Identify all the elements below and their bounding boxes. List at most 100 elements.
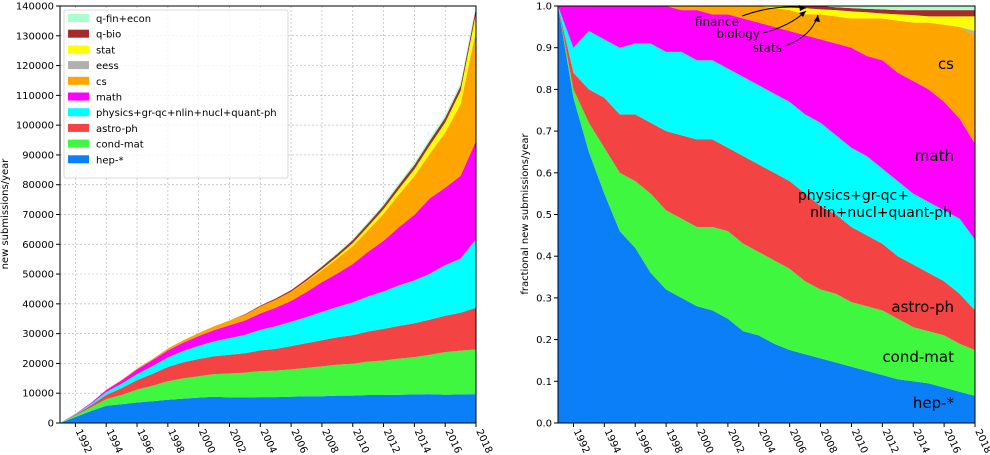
right-x-ticks: 1992 1994 1996 1998 2000 2002 2004 2006 2008 2010…	[571, 423, 990, 455]
legend-swatch-math	[68, 92, 89, 101]
l-area-astro	[60, 307, 476, 423]
r-ytick-label: 0.9	[536, 43, 552, 54]
legend-swatch-cs	[68, 76, 89, 85]
r-xtick-label: 2018	[972, 428, 990, 455]
label-hep: hep-*	[913, 394, 955, 412]
right-stacked-areas	[558, 6, 975, 423]
left-x-ticks: 1992 1994 1996 1998 2000 2002 2004 2006 2008 2010…	[73, 423, 494, 455]
l-area-physics	[60, 239, 476, 423]
r-area-cs	[558, 6, 975, 144]
label-astro-ph: astro-ph	[891, 298, 954, 316]
left-y-ticks: 0 10000 20000 30000 40000 50000 60000 70000 8000…	[16, 2, 60, 430]
r-ytick-label: 0.2	[536, 335, 552, 346]
r-xtick-label: 2000	[694, 428, 715, 455]
r-xtick-label: 1996	[633, 428, 654, 455]
r-xtick-label: 2012	[880, 428, 901, 455]
l-ytick-label: 80000	[22, 180, 54, 191]
legend-label-hep: hep-*	[96, 155, 123, 166]
legend-swatch-physics	[68, 108, 89, 117]
left-legend-box	[63, 9, 289, 179]
right-y-axis-label: fractional new submissions/year	[520, 132, 531, 294]
l-xtick-label: 1992	[73, 428, 94, 455]
l-ytick-label: 0	[48, 419, 54, 430]
l-xtick-label: 2002	[227, 428, 248, 455]
r-area-stat	[558, 6, 975, 32]
r-xtick-label: 1998	[663, 428, 684, 455]
l-ytick-label: 40000	[22, 299, 54, 310]
legend-label-math: math	[96, 93, 122, 104]
legend-swatch-stat	[68, 45, 89, 54]
right-area-labels: cs math physics+gr-qc+ nlin+nucl+quant-p…	[798, 55, 955, 412]
r-ytick-label: 0.8	[536, 85, 552, 96]
legend-swatch-hep	[68, 155, 89, 164]
r-xtick-label: 1994	[602, 428, 623, 455]
l-ytick-label: 10000	[22, 389, 54, 400]
l-ytick-label: 50000	[22, 270, 54, 281]
arrowhead-finance	[799, 5, 806, 11]
label-physics-line2: nlin+nucl+quant-ph	[810, 205, 952, 221]
arrowhead-stats	[814, 15, 820, 22]
label-cond-mat: cond-mat	[882, 348, 954, 366]
r-ytick-label: 0.7	[536, 127, 552, 138]
r-ytick-label: 0.1	[536, 377, 552, 388]
legend-label-astro: astro-ph	[96, 124, 138, 135]
right-chart-fractions: 0.00.10.20.30.40.50.60.70.80.91.0 1992 19…	[520, 2, 990, 455]
arrowhead-biology	[799, 11, 806, 17]
l-xtick-label: 2006	[288, 428, 309, 455]
r-area-qfin	[558, 6, 975, 11]
legend-label-qfin: q-fin+econ	[96, 14, 151, 25]
r-ytick-label: 0.3	[536, 293, 552, 304]
annotation-stats: stats	[753, 41, 782, 55]
legend-label-condmat: cond-mat	[96, 140, 144, 151]
r-ytick-label: 1.0	[536, 2, 552, 13]
r-area-hep	[558, 6, 975, 423]
l-ytick-label: 140000	[16, 2, 54, 13]
legend-swatch-qbio	[68, 29, 89, 38]
r-ytick-label: 0.4	[536, 252, 552, 263]
l-xtick-label: 2014	[412, 428, 433, 455]
l-ytick-label: 90000	[22, 150, 54, 161]
l-xtick-label: 1996	[134, 428, 155, 455]
label-physics-line1: physics+gr-qc+	[798, 188, 909, 204]
l-xtick-label: 2008	[319, 428, 340, 455]
r-xtick-label: 2014	[911, 428, 932, 455]
r-area-math	[558, 6, 975, 240]
l-area-cs	[60, 33, 476, 423]
l-xtick-label: 2010	[350, 428, 371, 455]
legend-label-eess: eess	[96, 61, 119, 72]
r-xtick-label: 2006	[787, 428, 808, 455]
r-xtick-label: 2016	[941, 428, 962, 455]
label-math: math	[915, 147, 954, 165]
right-y-ticks: 0.0 0.1 0.2 0.3 0.4 0.5 0.6 0.7 0.8 0.9 1.0	[536, 2, 558, 430]
l-ytick-label: 130000	[16, 31, 54, 42]
l-area-math	[60, 140, 476, 423]
left-stacked-areas	[60, 4, 476, 424]
l-area-condmat	[60, 349, 476, 423]
legend-label-cs: cs	[96, 77, 107, 88]
l-ytick-label: 60000	[22, 240, 54, 251]
l-ytick-label: 70000	[22, 210, 54, 221]
r-ytick-label: 0.5	[536, 210, 552, 221]
r-xtick-label: 1992	[571, 428, 592, 455]
l-ytick-label: 100000	[16, 121, 54, 132]
legend-label-stat: stat	[96, 45, 115, 56]
r-xtick-label: 2004	[756, 428, 777, 455]
annotation-finance: finance	[695, 15, 739, 29]
label-cs: cs	[938, 55, 954, 73]
annotation-biology: biology	[716, 27, 760, 41]
l-area-hep	[60, 394, 476, 423]
legend-label-physics: physics+gr-qc+nlin+nucl+quant-ph	[96, 108, 277, 119]
l-xtick-label: 2018	[473, 428, 494, 455]
left-y-axis-label: new submissions/year	[0, 158, 11, 270]
r-area-astro	[558, 6, 975, 351]
r-xtick-label: 2008	[818, 428, 839, 455]
l-xtick-label: 2000	[196, 428, 217, 455]
r-xtick-label: 2002	[725, 428, 746, 455]
legend-swatch-astro	[68, 123, 89, 132]
l-ytick-label: 110000	[16, 91, 54, 102]
r-ytick-label: 0.6	[536, 168, 552, 179]
legend-label-qbio: q-bio	[96, 30, 121, 41]
l-xtick-label: 1998	[165, 428, 186, 455]
l-xtick-label: 2016	[442, 428, 463, 455]
l-ytick-label: 30000	[22, 329, 54, 340]
